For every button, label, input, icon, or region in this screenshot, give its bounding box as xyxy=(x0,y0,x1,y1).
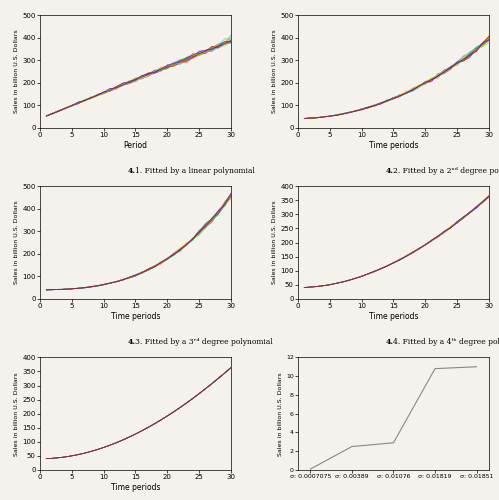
X-axis label: Time periods: Time periods xyxy=(111,312,160,321)
Text: 4.: 4. xyxy=(385,338,394,346)
Y-axis label: Sales in billion U.S. Dollars: Sales in billion U.S. Dollars xyxy=(272,200,277,284)
Text: 4.: 4. xyxy=(127,167,135,175)
X-axis label: Time periods: Time periods xyxy=(111,483,160,492)
Y-axis label: Sales in billion U.S. Dollars: Sales in billion U.S. Dollars xyxy=(272,30,277,113)
Y-axis label: Sales in billion U.S. Dollars: Sales in billion U.S. Dollars xyxy=(14,372,19,456)
Text: 2. Fitted by a 2ⁿᵈ degree polynomial: 2. Fitted by a 2ⁿᵈ degree polynomial xyxy=(394,167,499,175)
Text: 4.: 4. xyxy=(385,167,394,175)
Text: 1. Fitted by a linear polynomial: 1. Fitted by a linear polynomial xyxy=(135,167,255,175)
Y-axis label: Sales in billion U.S. Dollars: Sales in billion U.S. Dollars xyxy=(14,30,19,113)
X-axis label: Time periods: Time periods xyxy=(369,140,418,149)
Text: 3. Fitted by a 3ʳᵈ degree polynomial: 3. Fitted by a 3ʳᵈ degree polynomial xyxy=(135,338,273,346)
Y-axis label: Sales in billion U.S. Dollars: Sales in billion U.S. Dollars xyxy=(278,372,283,456)
X-axis label: Period: Period xyxy=(123,140,148,149)
Text: 4.: 4. xyxy=(127,338,135,346)
Text: 4. Fitted by a 4ᵗʰ degree polynomial: 4. Fitted by a 4ᵗʰ degree polynomial xyxy=(394,338,499,346)
Y-axis label: Sales in billion U.S. Dollars: Sales in billion U.S. Dollars xyxy=(14,200,19,284)
X-axis label: Time periods: Time periods xyxy=(369,312,418,321)
